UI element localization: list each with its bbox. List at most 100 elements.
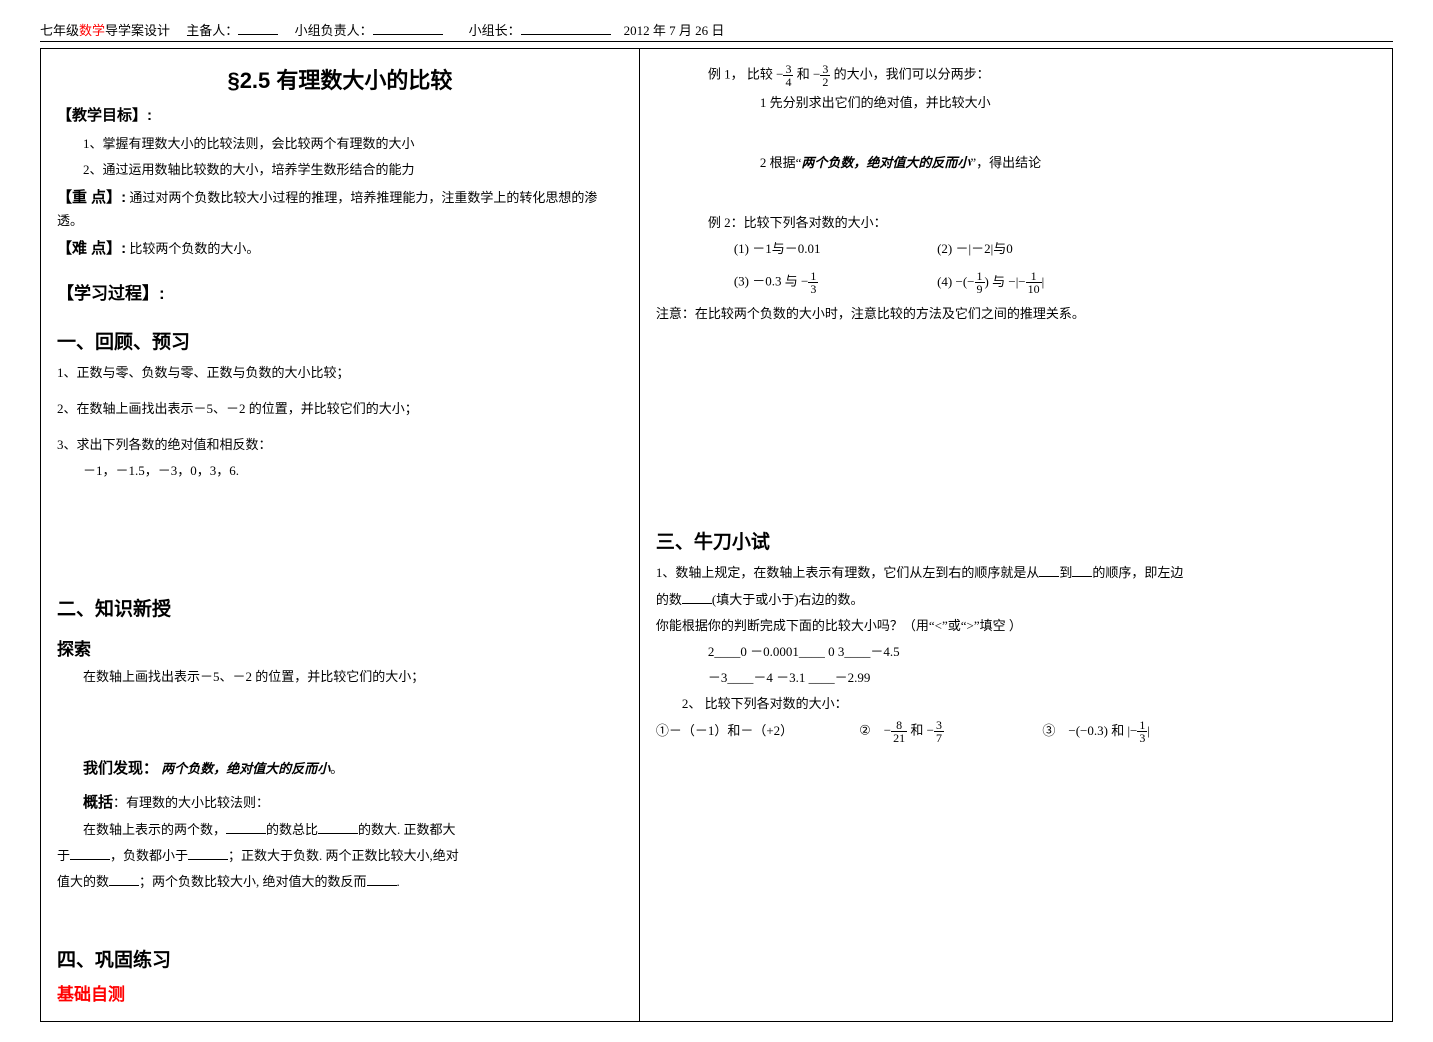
ex2-item-1: (1) －1与－0.01 <box>734 238 934 260</box>
keypoint-head: 【重 点】: <box>57 189 126 206</box>
ex1-b: 和 <box>797 66 810 81</box>
finding-tail: 。 <box>330 761 343 776</box>
summary-3b: ；两个负数比较大小, 绝对值大的数反而 <box>139 874 367 889</box>
finding-body: 两个负数，绝对值大的反而小 <box>161 761 330 776</box>
spacer <box>656 178 1376 208</box>
try2-item-3: ③ −(−0.3) 和 |−13| <box>1042 723 1150 738</box>
process-head: 【学习过程】: <box>57 284 165 303</box>
course-prefix: 七年级 <box>40 23 79 38</box>
fraction: 34 <box>783 63 793 88</box>
objective-2: 2、通过运用数轴比较数的大小，培养学生数形结合的能力 <box>83 159 623 181</box>
note-text: 注意：在比较两个负数的大小时，注意比较的方法及它们之间的推理关系。 <box>656 303 1376 325</box>
group-leader-blank <box>373 21 443 35</box>
try1-a: 1、数轴上规定，在数轴上表示有理数，它们从左到右的顺序就是从 <box>656 565 1040 580</box>
blank <box>109 872 139 886</box>
spacer <box>57 486 623 546</box>
objective-1: 1、掌握有理数大小的比较法则，会比较两个有理数的大小 <box>83 133 623 155</box>
spacer <box>656 449 1376 509</box>
ex1-step2a: 2 根据“ <box>760 155 802 170</box>
fraction: 13 <box>1137 719 1147 744</box>
review-item-1: 1、正数与零、负数与零、正数与负数的大小比较； <box>57 362 623 384</box>
summary-2a: 于 <box>57 848 70 863</box>
review-item-3-body: －1，－1.5，－3，0，3，6. <box>83 460 623 482</box>
try1-c: 的顺序，即左边 <box>1092 565 1183 580</box>
review-item-3-head: 3、求出下列各数的绝对值和相反数： <box>57 434 623 456</box>
try2-item-1: ①－（－1）和－（+2） <box>656 720 856 742</box>
spacer <box>57 692 623 722</box>
try1-e: (填大于或小于)右边的数。 <box>712 592 864 607</box>
blank <box>318 820 358 834</box>
team-leader-blank <box>521 21 611 35</box>
spacer <box>57 897 623 927</box>
review-head: 一、回顾、预习 <box>57 327 623 354</box>
compare-row-2: －3____－4 －3.1 ____－2.99 <box>708 667 1376 689</box>
spacer <box>656 118 1376 148</box>
editor-blank <box>238 21 278 35</box>
main-container: §2.5 有理数大小的比较 【教学目标】: 1、掌握有理数大小的比较法则，会比较… <box>40 48 1393 1022</box>
summary-3a: 值大的数 <box>57 874 109 889</box>
blank <box>367 872 397 886</box>
summary-1b: 的数总比 <box>266 822 318 837</box>
group-leader-label: 小组负责人： <box>295 23 373 38</box>
newlesson-head: 二、知识新授 <box>57 594 623 621</box>
summary-2c: ；正数大于负数. 两个正数比较大小,绝对 <box>228 848 459 863</box>
team-leader-label: 小组长： <box>469 23 521 38</box>
summary-1a: 在数轴上表示的两个数， <box>83 822 226 837</box>
review-item-2: 2、在数轴上画找出表示－5、－2 的位置，并比较它们的大小； <box>57 398 623 420</box>
finding-head: 我们发现： <box>83 760 158 777</box>
spacer <box>656 389 1376 449</box>
ex1-c: 的大小，我们可以分两步： <box>834 66 990 81</box>
ex1-step1: 1 先分别求出它们的绝对值，并比较大小 <box>760 92 1376 114</box>
blank <box>226 820 266 834</box>
blank <box>682 590 712 604</box>
left-column: §2.5 有理数大小的比较 【教学目标】: 1、掌握有理数大小的比较法则，会比较… <box>41 49 640 1021</box>
ex2-item-4: (4) −(−19) 与 −|−110| <box>937 274 1044 289</box>
course-tail: 导学案设计 <box>105 23 170 38</box>
blank <box>188 846 228 860</box>
objective-head: 【教学目标】: <box>57 107 152 124</box>
right-column: 例 1， 比较 −34 和 −32 的大小，我们可以分两步： 1 先分别求出它们… <box>640 49 1392 1021</box>
page-header: 七年级数学导学案设计 主备人： 小组负责人： 小组长： 2012 年 7 月 2… <box>40 20 1393 42</box>
summary-head: 概括 <box>83 794 113 811</box>
keypoint-text: 通过对两个负数比较大小过程的推理，培养推理能力，注重数学上的转化思想的渗透。 <box>57 190 597 229</box>
fraction: 19 <box>975 270 985 295</box>
course-name: 数学 <box>79 23 105 38</box>
summary-tail: ：有理数的大小比较法则： <box>113 795 269 810</box>
fraction: 821 <box>891 719 907 744</box>
blank <box>1039 563 1059 577</box>
fraction: 13 <box>808 270 818 295</box>
spacer <box>57 546 623 576</box>
editor-label: 主备人： <box>186 23 238 38</box>
spacer <box>57 722 623 752</box>
try2-head: 2、 比较下列各对数的大小： <box>682 693 1376 715</box>
date-text: 2012 年 7 月 26 日 <box>624 23 725 38</box>
summary-3c: . <box>397 874 400 889</box>
summary-2b: ，负数都小于 <box>110 848 188 863</box>
fraction: 37 <box>934 719 944 744</box>
blank <box>1072 563 1092 577</box>
try1-q: 你能根据你的判断完成下面的比较大小吗？（用“<”或“>”填空 ） <box>656 615 1376 637</box>
basic-test: 基础自测 <box>57 980 623 1005</box>
ex1-a: 比较 <box>747 66 773 81</box>
blank <box>70 846 110 860</box>
difficulty-text: 比较两个负数的大小。 <box>129 241 259 256</box>
ex2-label: 例 2：比较下列各对数的大小： <box>708 212 1376 234</box>
explore-body: 在数轴上画找出表示－5、－2 的位置，并比较它们的大小； <box>83 666 623 688</box>
try2-item-2: ② −821 和 −37 <box>859 719 1039 744</box>
lesson-title: §2.5 有理数大小的比较 <box>57 63 623 95</box>
try1-d: 的数 <box>656 592 682 607</box>
summary-1c: 的数大. 正数都大 <box>358 822 456 837</box>
spacer <box>656 329 1376 389</box>
ex1-step2b: 两个负数，绝对值大的反而小 <box>801 155 970 170</box>
ex2-item-2: (2) －|－2|与0 <box>937 241 1013 256</box>
ex2-item-3: (3) －0.3 与 −13 <box>734 270 934 295</box>
explore-head: 探索 <box>57 635 623 660</box>
consolidate-head: 四、巩固练习 <box>57 945 623 972</box>
ex1-step2c: ”，得出结论 <box>970 155 1041 170</box>
ex1-label: 例 1， <box>708 66 744 81</box>
difficulty-head: 【难 点】: <box>57 240 126 257</box>
try-head: 三、牛刀小试 <box>656 527 1376 554</box>
try1-b: 到 <box>1059 565 1072 580</box>
compare-row-1: 2____0 －0.0001____ 0 3____－4.5 <box>708 641 1376 663</box>
fraction: 110 <box>1026 270 1042 295</box>
